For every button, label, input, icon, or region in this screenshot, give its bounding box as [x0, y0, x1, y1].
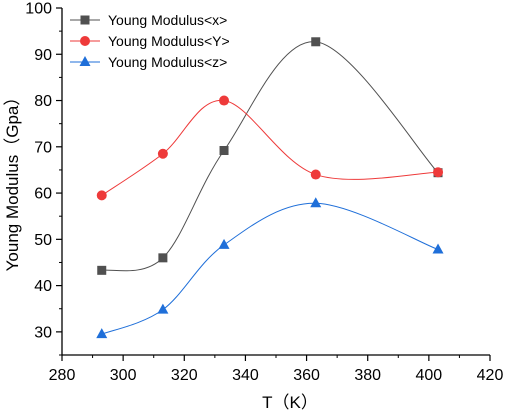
data-point-series-2 — [433, 167, 444, 178]
tick-marks — [56, 7, 491, 361]
y-tick-label: 90 — [34, 47, 52, 64]
legend-marker-3 — [79, 56, 91, 66]
data-point-series-2 — [157, 148, 168, 159]
y-tick-label: 60 — [34, 186, 52, 203]
series-line-1 — [101, 41, 439, 272]
y-tick-label: 80 — [34, 93, 52, 110]
data-point-series-1 — [311, 37, 321, 47]
y-axis-title: Young Modulus（Gpa） — [3, 89, 22, 272]
data-point-series-3 — [310, 197, 322, 208]
y-tick-label: 30 — [34, 324, 52, 341]
data-point-series-1 — [158, 253, 168, 263]
x-axis-title: T（K） — [262, 393, 318, 412]
legend-label-3: Young Modulus<z> — [108, 54, 227, 70]
y-tick-label: 40 — [34, 278, 52, 295]
y-tick-label: 70 — [34, 139, 52, 156]
series-line-2 — [101, 100, 439, 196]
x-tick-label: 280 — [49, 367, 76, 384]
y-tick-label: 50 — [34, 232, 52, 249]
legend-marker-1 — [80, 15, 90, 25]
series-markers — [96, 37, 444, 339]
data-point-series-2 — [219, 95, 230, 106]
data-point-series-3 — [432, 243, 444, 254]
tick-labels: 280 300 320 340 360 380 400 420 30 40 50 60 70 80 90 10… — [25, 1, 503, 385]
y-tick-label: 100 — [25, 1, 52, 18]
series-line-3 — [101, 202, 439, 335]
x-tick-label: 380 — [354, 367, 381, 384]
data-point-series-3 — [218, 238, 230, 249]
legend: Young Modulus<x> Young Modulus<Y> Young Mo… — [70, 12, 230, 70]
x-tick-label: 300 — [110, 367, 137, 384]
legend-label-2: Young Modulus<Y> — [108, 33, 230, 49]
x-tick-label: 420 — [477, 367, 504, 384]
x-tick-label: 320 — [171, 367, 198, 384]
data-point-series-3 — [96, 328, 108, 339]
data-point-series-2 — [96, 190, 107, 201]
data-point-series-1 — [97, 265, 107, 275]
data-point-series-1 — [219, 146, 229, 156]
data-point-series-2 — [310, 169, 321, 180]
legend-marker-2 — [80, 36, 90, 46]
x-tick-label: 340 — [232, 367, 259, 384]
x-tick-label: 400 — [416, 367, 443, 384]
legend-label-1: Young Modulus<x> — [108, 12, 227, 28]
data-point-series-3 — [157, 303, 169, 314]
x-tick-label: 360 — [293, 367, 320, 384]
series-lines — [101, 41, 439, 335]
